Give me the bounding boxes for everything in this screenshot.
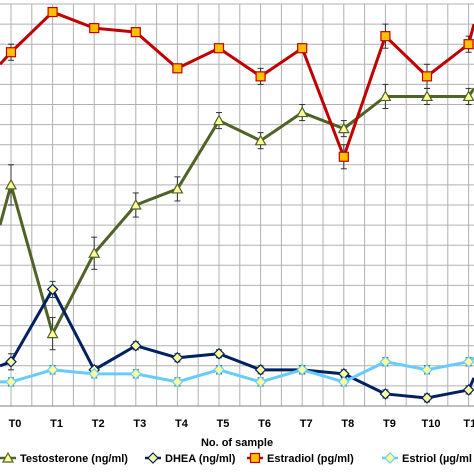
data-point [130, 27, 141, 38]
data-point [5, 376, 17, 388]
data-point [171, 182, 184, 194]
series-line-4 [0, 356, 474, 384]
data-point [421, 392, 433, 404]
legend-swatch-marker [249, 452, 261, 464]
data-point [88, 367, 101, 380]
data-point [171, 376, 184, 388]
data-point [337, 376, 350, 388]
x-axis-ticks: T0 T1 T2 T3 T4 T5 T6 T7 T8 T9 T10 T11 [9, 418, 474, 430]
legend-label: Estradiol (pg/ml) [267, 453, 354, 465]
data-point [171, 351, 184, 364]
data-point [129, 339, 142, 352]
data-point [172, 63, 183, 74]
data-point [462, 355, 474, 368]
data-point [5, 355, 17, 368]
chart-grid [0, 3, 474, 407]
data-point [213, 363, 225, 376]
data-point [46, 283, 59, 296]
x-tick-label: T11 [463, 418, 474, 430]
data-point [421, 363, 433, 376]
legend: Testosterone (ng/ml) DHEA (ng/ml) Estradio… [0, 451, 472, 465]
data-point [379, 388, 392, 400]
data-point [5, 47, 17, 58]
data-point [46, 363, 59, 376]
series-markers [4, 6, 474, 404]
data-point [46, 327, 59, 339]
legend-swatch-marker [147, 452, 159, 464]
data-point [212, 114, 226, 126]
data-point [338, 151, 349, 162]
data-point [463, 39, 474, 50]
data-point [255, 71, 266, 82]
legend-label: Estriol (µg/ml [402, 453, 472, 465]
series-lines [0, 10, 474, 400]
legend-label: Testosterone (ng/ml) [20, 453, 128, 465]
x-tick-label: T4 [175, 418, 189, 430]
data-point [213, 347, 225, 360]
data-point [379, 90, 392, 102]
series-line-1 [0, 87, 474, 336]
x-tick-label: T7 [300, 418, 313, 430]
data-point [420, 90, 434, 102]
data-point [297, 43, 308, 54]
data-point [88, 247, 101, 258]
x-tick-label: T8 [341, 418, 354, 430]
x-tick-label: T9 [383, 418, 396, 430]
data-point [462, 90, 474, 102]
x-tick-label: T1 [50, 418, 63, 430]
data-point [89, 23, 100, 34]
legend-swatch-marker [384, 452, 396, 464]
x-tick-label: T6 [258, 418, 271, 430]
data-point [462, 384, 474, 396]
legend-label: DHEA (ng/ml) [165, 453, 236, 465]
x-tick-label: T2 [92, 418, 105, 430]
data-point [337, 122, 350, 134]
data-point [4, 178, 18, 190]
x-tick-label: T10 [422, 418, 441, 430]
data-point [47, 6, 58, 18]
x-tick-label: T3 [133, 418, 146, 430]
x-tick-label: T0 [9, 418, 22, 430]
data-point [129, 367, 142, 380]
series-line-2 [0, 287, 474, 400]
legend-swatch-marker [1, 451, 15, 463]
data-point [254, 376, 267, 388]
data-point [129, 198, 142, 210]
x-axis-title: No. of sample [201, 437, 273, 449]
x-tick-label: T5 [217, 418, 230, 430]
data-point [380, 31, 391, 42]
series-line-3 [0, 10, 474, 159]
data-point [296, 106, 309, 118]
data-point [213, 43, 225, 54]
data-point [254, 134, 267, 146]
data-point [379, 355, 392, 368]
data-point [254, 363, 267, 376]
data-point [421, 71, 433, 82]
data-point [296, 363, 309, 376]
